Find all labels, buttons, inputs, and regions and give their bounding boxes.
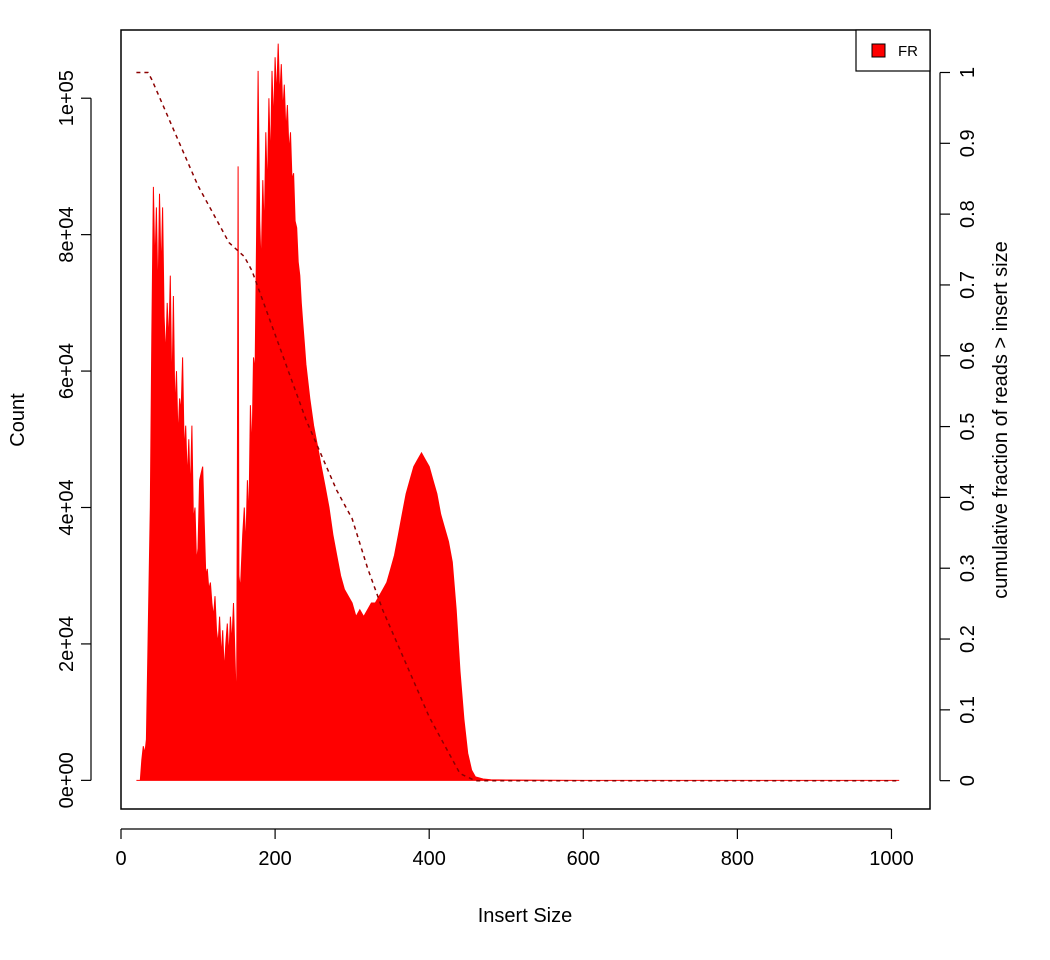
y-axis-left: 0e+00 2e+04 4e+04 6e+04 8e+04 1e+05: [56, 70, 92, 808]
y2-tick-label: 0.7: [957, 271, 979, 299]
y2-tick-label: 0.2: [957, 625, 979, 653]
x-axis: 0 200 400 600 800 1000: [115, 828, 914, 870]
x-tick-label: 1000: [869, 848, 914, 870]
y2-tick-label: 0.3: [957, 554, 979, 582]
y-tick-label: 4e+04: [56, 479, 78, 535]
y2-tick-label: 1: [957, 67, 979, 78]
y2-tick-label: 0.5: [957, 413, 979, 441]
legend-box: [855, 29, 931, 72]
x-axis-label: Insert Size: [478, 905, 572, 927]
y2-axis-label: cumulative fraction of reads > insert si…: [990, 241, 1012, 598]
x-tick-label: 800: [721, 848, 754, 870]
cumulative-fraction-line: [136, 71, 900, 782]
y-tick-label: 8e+04: [56, 207, 78, 263]
x-tick-label: 200: [258, 848, 291, 870]
y-tick-label: 6e+04: [56, 343, 78, 399]
legend-swatch-fr: [871, 43, 886, 58]
y2-tick-label: 0: [957, 775, 979, 786]
y-tick-label: 2e+04: [56, 616, 78, 672]
cumulative-line-layer: [136, 71, 900, 782]
y2-tick-label: 0.8: [957, 200, 979, 228]
x-tick-label: 400: [413, 848, 446, 870]
y-tick-label: 0e+00: [56, 752, 78, 808]
x-tick-label: 0: [115, 848, 126, 870]
y2-tick-label: 0.4: [957, 483, 979, 511]
x-tick-label: 600: [567, 848, 600, 870]
histogram-area-layer: [136, 43, 900, 781]
y2-tick-label: 0.6: [957, 342, 979, 370]
histogram-area-fr: [136, 43, 900, 781]
y2-tick-label: 0.1: [957, 696, 979, 724]
legend-label-fr: FR: [898, 43, 918, 60]
plot-frame: [120, 29, 931, 810]
y2-tick-label: 0.9: [957, 129, 979, 157]
y-tick-label: 1e+05: [56, 70, 78, 126]
legend: FR: [855, 29, 931, 72]
y-axis-label: Count: [7, 393, 29, 447]
y-axis-right: 0 0.1 0.2 0.3 0.4 0.5 0.6 0.7 0.8 0.9 1: [939, 67, 979, 786]
